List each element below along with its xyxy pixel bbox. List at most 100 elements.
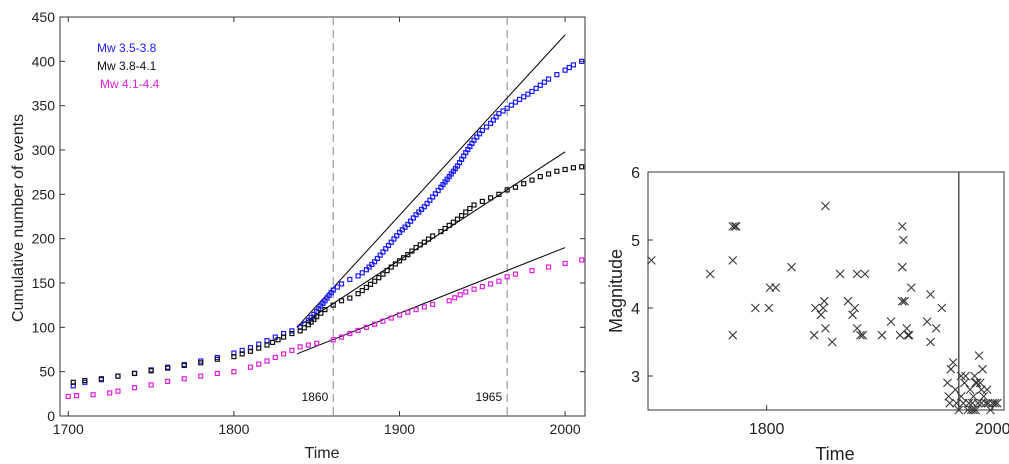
data-point [289, 328, 295, 334]
data-point [363, 284, 369, 291]
magnitude-point [952, 398, 961, 408]
left-x-ticks: 1700 1800 1900 2000 [53, 17, 581, 437]
data-point [369, 261, 375, 267]
data-point [413, 307, 419, 313]
left-y-tick-label: 350 [32, 98, 56, 114]
data-point [385, 242, 392, 249]
magnitude-point [810, 303, 820, 313]
vline-label-1965: 1965 [475, 390, 502, 404]
data-point [487, 120, 494, 127]
data-point [508, 102, 514, 108]
data-point [314, 314, 320, 320]
magnitude-points [647, 201, 1002, 415]
magnitude-point [816, 310, 826, 320]
data-point [487, 195, 494, 201]
data-point [359, 270, 365, 276]
data-point [562, 67, 568, 73]
magnitude-point [819, 296, 829, 306]
magnitude-point [906, 283, 916, 292]
data-point [269, 339, 276, 346]
data-point [115, 388, 121, 394]
magnitude-point [956, 371, 966, 381]
left-vertical-lines: 1860 1965 [302, 17, 508, 416]
data-point [490, 117, 496, 123]
data-point [131, 370, 138, 377]
data-point [308, 319, 314, 325]
left-x-tick-label: 1900 [384, 421, 415, 437]
data-point [82, 377, 88, 384]
data-point [425, 236, 432, 242]
data-point [476, 131, 483, 137]
data-point [417, 242, 423, 248]
magnitude-point [973, 398, 983, 408]
data-point [442, 225, 448, 232]
magnitude-point [731, 222, 741, 231]
data-point [73, 393, 80, 399]
magnitude-point [856, 330, 865, 340]
data-point [388, 264, 394, 270]
data-point [65, 393, 71, 400]
magnitude-point [877, 330, 887, 340]
magnitude-point [922, 317, 932, 326]
magnitude-point [988, 398, 998, 408]
magnitude-point [897, 296, 907, 306]
data-point [407, 218, 414, 224]
right-x-axis-label: Time [815, 444, 854, 464]
data-point [107, 390, 113, 396]
magnitude-point [982, 385, 992, 394]
magnitude-point [943, 378, 952, 388]
legend-entry: Mw 3.5-3.8 [97, 41, 157, 55]
data-point [131, 385, 138, 391]
legend: Mw 3.5-3.8 Mw 3.8-4.1 Mw 4.1-4.4 [97, 41, 160, 91]
left-y-tick-label: 50 [39, 364, 55, 380]
data-point [479, 198, 485, 205]
data-point [181, 376, 187, 382]
magnitude-point [931, 324, 941, 333]
legend-entry: Mw 4.1-4.4 [100, 77, 160, 91]
magnitude-point [899, 235, 908, 245]
data-point [537, 82, 543, 88]
left-y-tick-label: 450 [32, 9, 56, 25]
data-point [318, 310, 324, 316]
magnitude-point [926, 290, 935, 299]
data-point [376, 275, 382, 281]
data-point [399, 227, 405, 233]
data-point [148, 382, 154, 388]
data-point [247, 348, 254, 354]
data-point [165, 365, 171, 371]
magnitude-point [969, 392, 978, 401]
data-point [330, 337, 336, 343]
data-point [529, 88, 535, 95]
magnitude-point [948, 358, 958, 367]
vline-label-1860: 1860 [302, 390, 329, 404]
data-point [264, 338, 270, 344]
data-point [474, 134, 480, 140]
data-point [198, 360, 204, 366]
data-point [427, 197, 433, 203]
data-point [148, 368, 154, 374]
left-x-tick-label: 1800 [218, 421, 249, 437]
data-point [347, 330, 353, 337]
data-point [394, 233, 400, 239]
data-point [396, 229, 403, 236]
magnitude-point [848, 310, 857, 320]
data-point [380, 271, 386, 277]
data-point [380, 318, 386, 324]
data-point [479, 127, 485, 134]
magnitude-point [852, 324, 862, 333]
data-point [421, 239, 427, 245]
data-point [504, 105, 510, 111]
magnitude-point [835, 269, 845, 279]
magnitude-point [705, 269, 715, 279]
data-point [452, 295, 458, 301]
data-point [372, 278, 378, 284]
magnitude-point [964, 398, 974, 408]
magnitude-point [647, 256, 656, 265]
data-point [214, 356, 220, 362]
data-point [305, 342, 312, 348]
data-point [347, 295, 353, 301]
magnitude-point [974, 351, 984, 360]
data-point [256, 361, 262, 367]
data-point [264, 342, 270, 348]
data-point [355, 291, 361, 297]
